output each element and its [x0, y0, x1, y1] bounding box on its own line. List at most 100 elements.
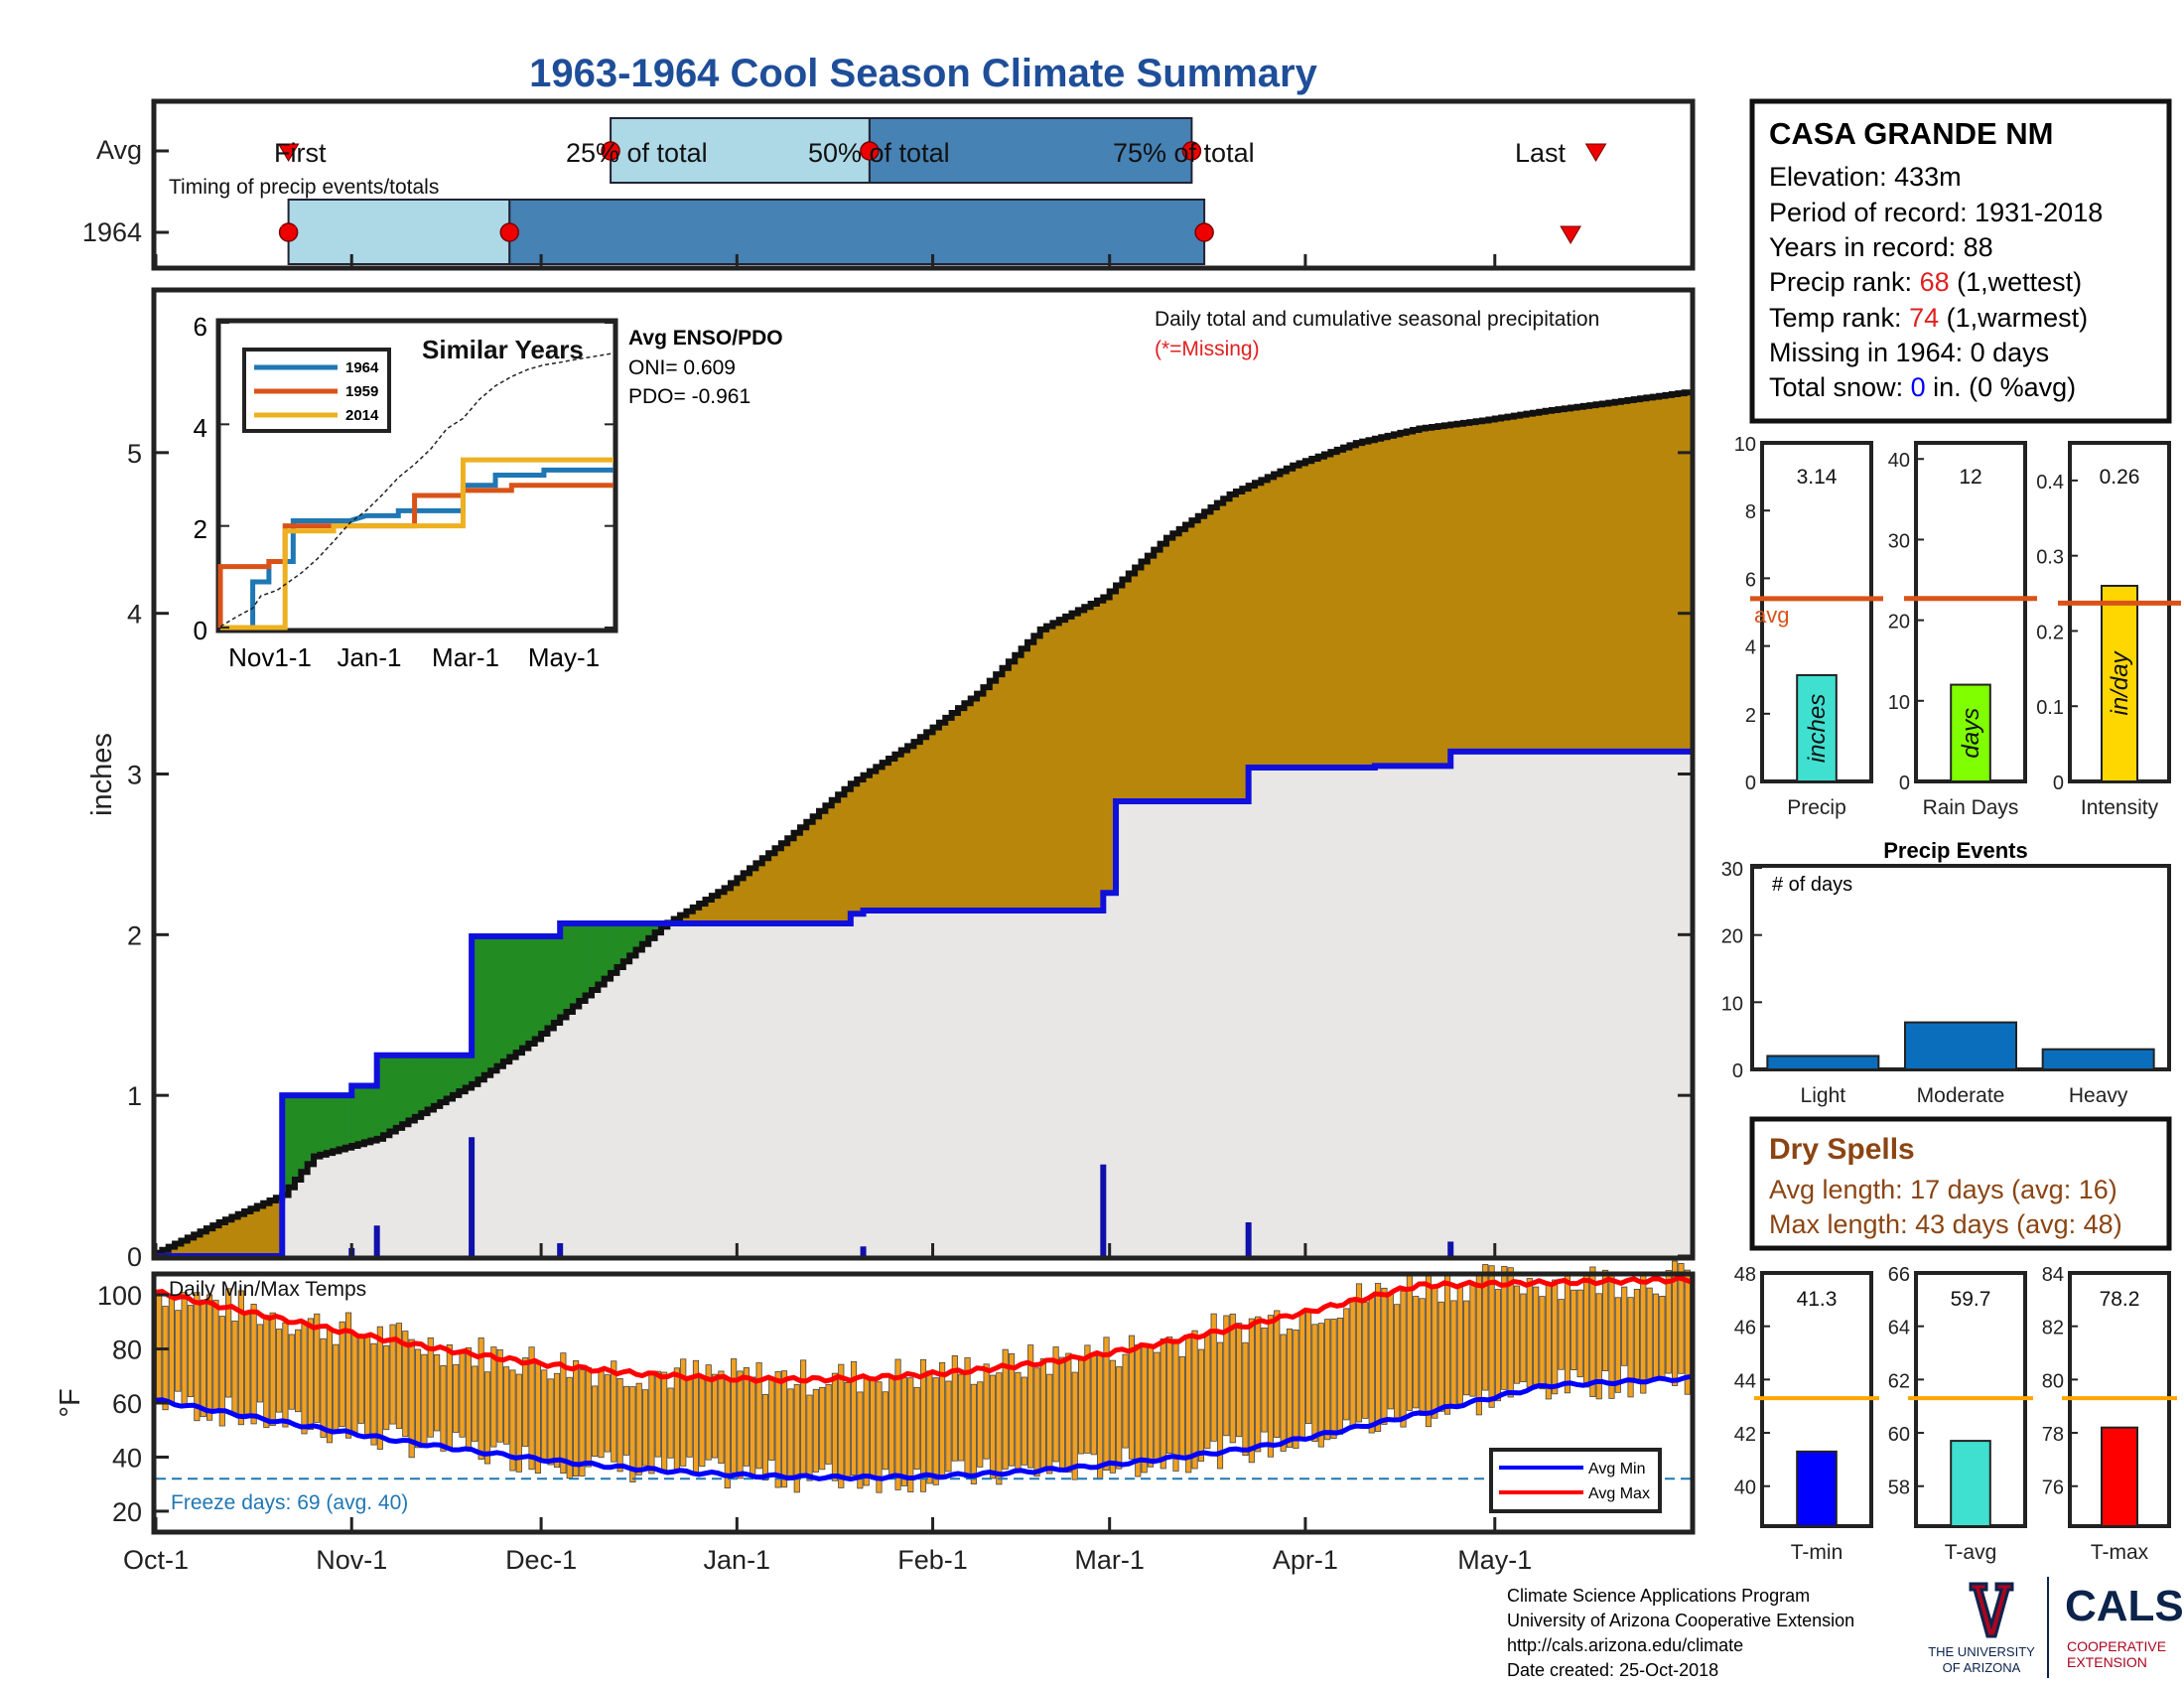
deficit-area — [1362, 441, 1370, 769]
inset-line-1964 — [220, 467, 614, 631]
deficit-area — [1374, 438, 1382, 767]
temp-ytick-label: 80 — [112, 1336, 142, 1365]
daily-temp-bar — [654, 1370, 661, 1458]
surplus-area — [502, 935, 510, 1062]
daily-temp-bar — [1216, 1341, 1224, 1470]
daily-temp-bar — [1071, 1371, 1078, 1480]
deficit-area — [1570, 407, 1578, 752]
daily-temp-bar — [1406, 1275, 1413, 1411]
summary-bars: 0 2 4 6 8 10 inches avg 3.14 Precip 0 10 20 30 40 days 1… — [1734, 434, 2181, 819]
inset-xtick-nov: Nov1-1 — [228, 642, 312, 672]
temp-bar-label: T-max — [2091, 1541, 2149, 1564]
precip-ytick-label: 0 — [127, 1242, 142, 1272]
daily-temp-bar — [1103, 1336, 1110, 1472]
daily-temp-bar — [1197, 1348, 1205, 1462]
ua-line1: THE UNIVERSITY — [1928, 1644, 2035, 1659]
avg-cumulative-line — [156, 389, 1694, 1256]
month-label: Oct-1 — [123, 1545, 189, 1575]
deficit-area — [269, 1200, 277, 1256]
deficit-area — [1280, 471, 1288, 769]
daily-temp-bar — [1166, 1336, 1173, 1455]
daily-temp-bar — [1394, 1304, 1401, 1421]
deficit-area — [1248, 486, 1256, 769]
deficit-area — [1671, 393, 1679, 752]
surplus-area — [294, 1095, 302, 1180]
deficit-area — [1071, 613, 1079, 912]
deficit-area — [175, 1243, 183, 1256]
deficit-area — [1172, 533, 1180, 802]
temp-bar-ytick-label: 44 — [1734, 1370, 1756, 1392]
daily-temp-bar — [926, 1370, 933, 1484]
daily-temp-bar — [1646, 1287, 1653, 1382]
events-ytick-label: 30 — [1721, 859, 1743, 881]
daily-temp-bar — [812, 1388, 819, 1473]
daily-temp-bar — [1286, 1328, 1294, 1448]
temp-bar-value: 41.3 — [1797, 1288, 1838, 1311]
daily-temp-bar — [996, 1372, 1003, 1485]
deficit-area — [1652, 396, 1660, 752]
daily-temp-bar — [1210, 1313, 1217, 1442]
cals-wordmark: CALS — [2065, 1582, 2184, 1630]
temp-ytick-label: 40 — [112, 1443, 142, 1473]
daily-temp-bar — [819, 1386, 826, 1471]
daily-temp-bar — [1317, 1323, 1324, 1448]
temp-bar-ytick-label: 58 — [1888, 1477, 1910, 1499]
similar-years-inset: Similar Years 1964 1959 2014 6 4 2 0 Nov… — [194, 312, 783, 672]
timing-first-label: First — [274, 138, 327, 168]
daily-temp-bar — [882, 1391, 888, 1471]
surplus-area — [534, 935, 542, 1040]
daily-temp-bar — [806, 1394, 813, 1481]
daily-temp-bar — [156, 1290, 163, 1399]
daily-temp-bar — [939, 1361, 946, 1477]
daily-temp-bar — [1330, 1319, 1337, 1439]
timing-caption: Timing of precip events/totals — [169, 176, 439, 199]
deficit-area — [970, 698, 978, 912]
daily-temp-bar — [761, 1393, 769, 1481]
deficit-area — [1311, 458, 1319, 769]
daily-temp-bar — [446, 1343, 453, 1450]
daily-temp-bar — [1558, 1299, 1565, 1370]
daily-temp-bar — [1640, 1274, 1647, 1394]
daily-temp-bar — [1236, 1323, 1243, 1438]
deficit-area — [876, 767, 884, 912]
legend-2014: 2014 — [345, 407, 379, 424]
daily-temp-bar — [648, 1374, 655, 1475]
daily-temp-bar — [231, 1320, 238, 1416]
daily-temp-bar — [1501, 1265, 1508, 1390]
surplus-area — [363, 1085, 371, 1143]
deficit-area — [1595, 404, 1603, 752]
daily-temp-bar — [970, 1383, 977, 1484]
surplus-area — [339, 1095, 346, 1150]
deficit-area — [964, 703, 972, 912]
deficit-area — [1298, 463, 1306, 769]
events-bar-Moderate — [1904, 1021, 2017, 1070]
deficit-area — [1432, 426, 1439, 767]
deficit-area — [996, 674, 1004, 912]
deficit-area — [737, 878, 745, 924]
temp-bar-label: T-min — [1791, 1541, 1843, 1564]
month-label: Mar-1 — [1074, 1545, 1145, 1575]
deficit-area — [1608, 402, 1616, 752]
summary-bar-unit: inches — [1804, 694, 1831, 763]
deficit-area — [1128, 573, 1136, 802]
temp-bar-ytick-label: 40 — [1734, 1477, 1756, 1499]
events-category-label: Light — [1801, 1084, 1846, 1107]
timing-p25-label: 25% of total — [566, 138, 708, 168]
daily-temp-bar — [1185, 1337, 1192, 1474]
summary-bar-Intensity — [2101, 584, 2138, 782]
summary-ytick-label: 0 — [1899, 773, 1910, 794]
avg-max-line — [155, 1275, 1692, 1385]
deficit-area — [1058, 620, 1066, 912]
deficit-area — [951, 713, 959, 912]
daily-temp-bar — [1381, 1287, 1388, 1425]
deficit-area — [1564, 408, 1571, 752]
summary-ytick-label: 0 — [2053, 773, 2064, 794]
deficit-area — [1659, 395, 1667, 752]
dry-max: Max length: 43 days (avg: 48) — [1769, 1209, 2122, 1239]
avg-50-marker — [860, 141, 880, 161]
deficit-area — [857, 779, 865, 914]
deficit-area — [1165, 537, 1173, 802]
surplus-area — [326, 1095, 334, 1154]
timing-panel: Avg 1964 Timing of precip events/totals … — [82, 98, 1696, 271]
surplus-area — [402, 1055, 410, 1125]
